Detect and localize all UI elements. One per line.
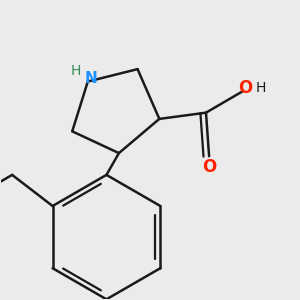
Text: O: O bbox=[238, 79, 252, 97]
Text: O: O bbox=[202, 158, 216, 176]
Text: H: H bbox=[70, 64, 80, 78]
Text: N: N bbox=[85, 71, 97, 86]
Text: H: H bbox=[255, 81, 266, 95]
